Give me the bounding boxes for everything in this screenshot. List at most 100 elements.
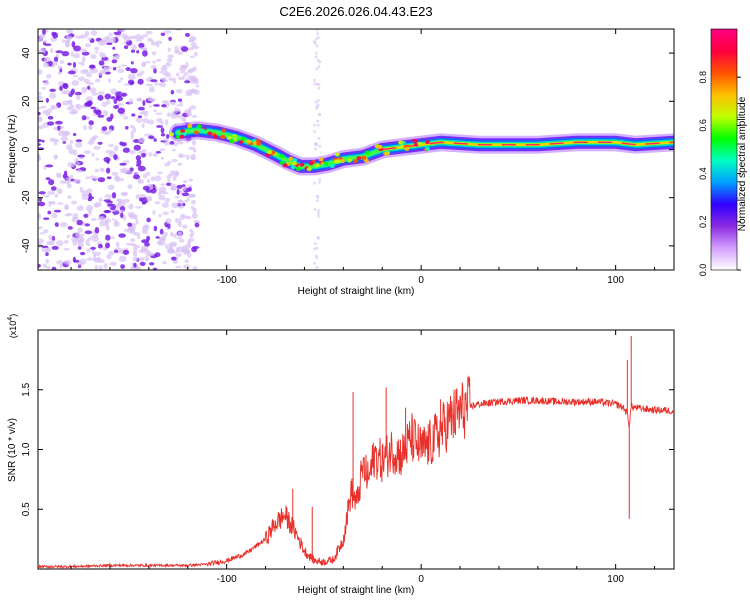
signal-blob	[318, 157, 324, 162]
noise-blob	[167, 54, 174, 59]
noise-blob	[89, 87, 97, 94]
noise-blob	[89, 64, 95, 69]
signal-blob	[352, 159, 358, 164]
noise-blob	[137, 165, 146, 172]
noise-blob	[66, 144, 73, 150]
noise-blob	[178, 205, 184, 209]
noise-blob	[54, 193, 58, 198]
noise-blob	[157, 171, 163, 175]
noise-blob	[188, 193, 196, 198]
noise-blob	[88, 120, 94, 126]
noise-blob	[176, 72, 180, 77]
noise-blob	[167, 160, 172, 164]
noise-blob	[162, 64, 167, 69]
noise-blob	[158, 186, 167, 193]
noise-blob	[152, 60, 157, 64]
noise-blob	[131, 44, 137, 51]
noise-blob	[87, 140, 95, 145]
noise-blob	[144, 113, 148, 117]
noise-blob	[108, 78, 112, 83]
noise-blob	[97, 114, 105, 118]
signal-blob	[306, 167, 312, 172]
noise-blob	[133, 232, 140, 236]
snr-series-line	[38, 375, 674, 569]
noise-blob	[186, 75, 195, 78]
noise-blob	[161, 104, 167, 108]
noise-blob	[110, 96, 116, 100]
signal-blob	[412, 138, 418, 143]
noise-blob	[97, 216, 105, 221]
noise-blob	[188, 186, 192, 192]
noise-blob	[67, 226, 73, 230]
noise-blob	[105, 149, 114, 154]
noise-blob	[187, 241, 191, 248]
noise-blob	[142, 173, 148, 179]
noise-blob	[316, 99, 320, 103]
noise-blob	[68, 99, 73, 106]
noise-blob	[61, 130, 70, 136]
noise-blob	[135, 34, 142, 41]
noise-blob	[140, 245, 148, 251]
noise-blob	[86, 205, 94, 212]
noise-blob	[75, 141, 83, 148]
noise-blob	[191, 246, 198, 253]
x-tick-label: -100	[217, 275, 237, 286]
noise-blob	[317, 86, 321, 90]
signal-blob	[290, 165, 296, 170]
noise-blob	[51, 212, 58, 219]
signal-blob	[377, 145, 383, 149]
noise-blob	[123, 116, 129, 120]
noise-blob	[85, 72, 93, 78]
noise-blob	[59, 85, 63, 91]
noise-blob	[86, 188, 93, 194]
signal-blob	[193, 130, 199, 135]
signal-blob	[365, 150, 370, 155]
noise-blob	[135, 219, 139, 225]
noise-blob	[149, 262, 155, 266]
noise-blob	[106, 42, 113, 46]
noise-blob	[73, 178, 81, 184]
noise-blob	[103, 156, 111, 163]
x-tick-label: 100	[607, 574, 624, 585]
noise-blob	[190, 55, 195, 59]
noise-blob	[127, 222, 133, 227]
noise-blob	[175, 171, 180, 176]
colorbar-ticks: 0.0 0.2 0.4 0.6 0.8	[698, 71, 741, 276]
noise-blob	[170, 209, 175, 214]
noise-blob	[88, 124, 93, 130]
noise-blob	[109, 261, 118, 266]
noise-blob	[184, 199, 188, 203]
noise-blob	[162, 211, 169, 216]
noise-blob	[110, 88, 118, 95]
noise-blob	[56, 240, 64, 247]
noise-blob	[134, 206, 143, 209]
noise-blob	[125, 170, 132, 174]
snr-ylabel: SNR (10 * v/v)	[7, 418, 18, 482]
noise-blob	[54, 155, 58, 160]
noise-blob	[141, 201, 146, 205]
noise-blob	[124, 198, 130, 203]
noise-blob	[105, 234, 111, 241]
noise-blob	[122, 249, 130, 255]
noise-blob	[105, 242, 110, 249]
noise-blob	[317, 209, 321, 213]
noise-blob	[171, 111, 176, 117]
noise-blob	[87, 100, 93, 106]
noise-blob	[189, 105, 197, 110]
noise-blob	[167, 223, 171, 229]
signal-blob	[246, 139, 252, 144]
noise-blob	[139, 257, 145, 262]
noise-blob	[65, 177, 72, 180]
noise-blob	[129, 167, 134, 172]
signal-blob	[180, 129, 186, 133]
noise-blob	[315, 67, 319, 71]
noise-blob	[43, 229, 49, 234]
signal-blob	[288, 156, 294, 161]
noise-blob	[127, 184, 133, 190]
noise-blob	[117, 103, 125, 106]
noise-blob	[147, 252, 155, 257]
noise-blob	[176, 89, 183, 94]
noise-blob	[70, 51, 74, 57]
noise-blob	[112, 55, 120, 60]
noise-blob	[182, 74, 186, 78]
